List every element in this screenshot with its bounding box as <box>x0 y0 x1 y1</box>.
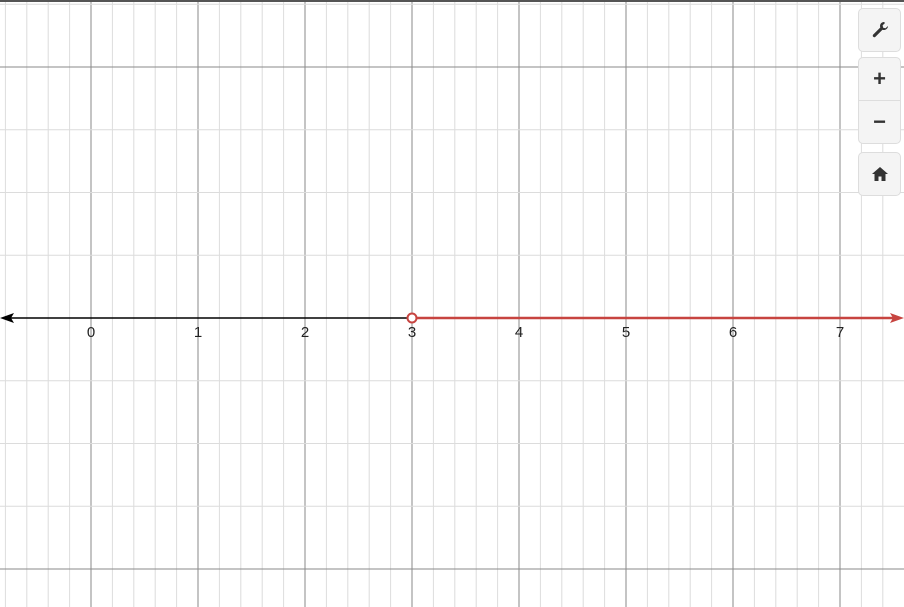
x-tick-label: 7 <box>836 324 844 341</box>
x-tick-label: 1 <box>194 324 202 341</box>
home-icon <box>871 167 888 181</box>
settings-control <box>858 8 901 52</box>
top-border <box>0 0 904 2</box>
x-tick-label: 6 <box>729 324 737 341</box>
x-tick-label: 4 <box>515 324 523 341</box>
axis-left-arrow <box>0 313 14 323</box>
zoom-out-button[interactable]: − <box>859 100 900 143</box>
x-tick-label: 2 <box>301 324 309 341</box>
x-tick-label: 0 <box>87 324 95 341</box>
zoom-controls: + − <box>858 57 901 144</box>
home-button[interactable] <box>859 153 900 195</box>
settings-button[interactable] <box>859 9 900 51</box>
zoom-in-button[interactable]: + <box>873 66 886 91</box>
x-tick-label: 5 <box>622 324 630 341</box>
wrench-icon <box>872 22 888 38</box>
open-endpoint <box>406 312 418 324</box>
x-tick-label: 3 <box>408 324 416 341</box>
home-control <box>858 152 901 196</box>
ray-right-arrow <box>890 313 904 323</box>
